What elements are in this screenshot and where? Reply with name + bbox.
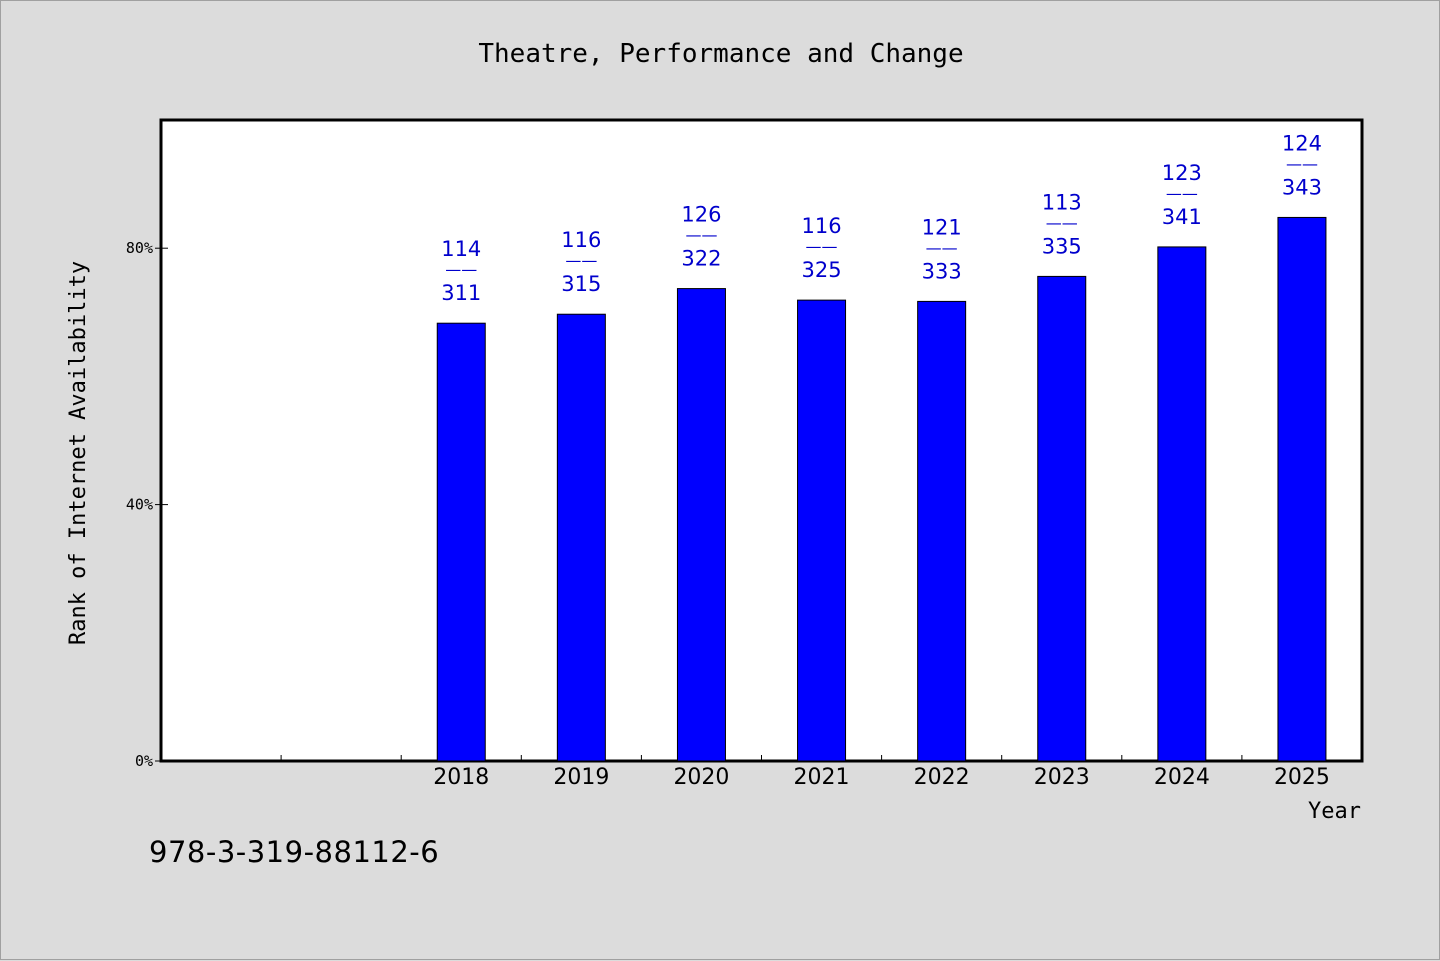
data-label-bottom: 343 bbox=[1282, 175, 1322, 199]
chart-title: Theatre, Performance and Change bbox=[478, 39, 963, 69]
y-tick-label: 40% bbox=[126, 496, 153, 514]
data-label-separator: —— bbox=[806, 237, 838, 256]
data-label-separator: —— bbox=[1286, 154, 1318, 173]
data-label-top: 113 bbox=[1042, 190, 1082, 214]
x-tick-label: 2022 bbox=[914, 765, 970, 790]
x-tick-label: 2021 bbox=[794, 765, 850, 790]
y-axis-label: Rank of Internet Availability bbox=[66, 261, 91, 645]
data-label-top: 121 bbox=[922, 215, 962, 239]
x-ticks-group: 2018 2019 2020 2021 2022 2023 2024 2025 bbox=[280, 755, 1330, 790]
data-label-separator: —— bbox=[685, 226, 717, 245]
x-tick-label: 2023 bbox=[1034, 765, 1090, 790]
x-tick-label: 2025 bbox=[1274, 765, 1330, 790]
data-label-bottom: 333 bbox=[922, 259, 962, 283]
data-label-top: 114 bbox=[441, 237, 481, 261]
x-axis-label: Year bbox=[1308, 799, 1361, 824]
data-label-separator: —— bbox=[1166, 184, 1198, 203]
bar-labels-group: 114——311116——315126——322116——325121——333… bbox=[441, 131, 1322, 305]
data-label-bottom: 325 bbox=[802, 258, 842, 282]
data-label-top: 116 bbox=[802, 214, 842, 238]
x-tick-label: 2024 bbox=[1154, 765, 1210, 790]
x-tick-label: 2020 bbox=[673, 765, 729, 790]
bars-group bbox=[436, 216, 1327, 762]
data-label-top: 123 bbox=[1162, 161, 1202, 185]
data-label-separator: —— bbox=[926, 238, 958, 257]
data-label-separator: —— bbox=[445, 260, 477, 279]
data-label-top: 124 bbox=[1282, 131, 1322, 155]
bar-2018 bbox=[436, 322, 486, 762]
isbn-label: 978-3-319-88112-6 bbox=[149, 835, 440, 869]
bar-2019 bbox=[556, 313, 606, 762]
bar-2024 bbox=[1157, 246, 1207, 762]
bar-2025 bbox=[1277, 216, 1327, 762]
x-tick-label: 2018 bbox=[433, 765, 489, 790]
data-label-separator: —— bbox=[1046, 213, 1078, 232]
data-label-bottom: 335 bbox=[1042, 234, 1082, 258]
bar-2023 bbox=[1037, 275, 1087, 762]
data-label-separator: —— bbox=[565, 251, 597, 270]
y-tick-label: 80% bbox=[126, 239, 153, 257]
bar-2021 bbox=[797, 299, 847, 762]
bar-2020 bbox=[676, 288, 726, 762]
y-tick-label: 0% bbox=[135, 752, 153, 770]
data-label-bottom: 341 bbox=[1162, 205, 1202, 229]
data-label-bottom: 322 bbox=[681, 247, 721, 271]
x-tick-label: 2019 bbox=[553, 765, 609, 790]
data-label-bottom: 311 bbox=[441, 281, 481, 305]
bar-2022 bbox=[917, 300, 967, 762]
data-label-top: 126 bbox=[681, 203, 721, 227]
data-label-top: 116 bbox=[561, 228, 601, 252]
data-label-bottom: 315 bbox=[561, 272, 601, 296]
y-ticks-group: 0% 40% 80% bbox=[126, 239, 168, 770]
